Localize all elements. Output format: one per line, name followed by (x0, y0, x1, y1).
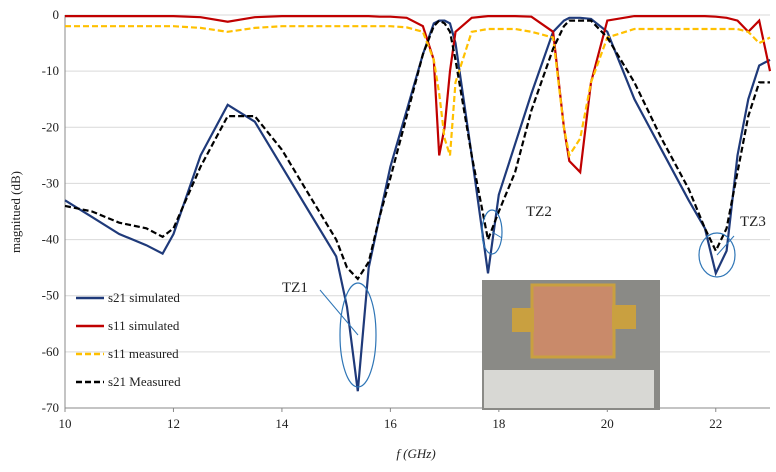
annotation-callout (698, 232, 736, 278)
x-tick-label: 16 (384, 416, 398, 431)
legend-label: s21 simulated (108, 290, 180, 305)
series-line (65, 25, 771, 159)
annotation: TZ3 (740, 214, 766, 230)
y-tick-label: -40 (42, 232, 59, 247)
y-tick-label: -10 (42, 63, 59, 78)
y-tick-label: -30 (42, 175, 59, 190)
y-tick-label: 0 (53, 7, 60, 22)
annotation-callout (481, 209, 503, 255)
x-tick-label: 10 (59, 416, 72, 431)
x-axis-label: f (GHz) (396, 446, 435, 461)
annotation: TZ2 (526, 204, 552, 220)
series-line (65, 15, 772, 175)
annotation-pointer (319, 289, 359, 336)
y-tick-label: -50 (42, 288, 59, 303)
x-tick-label: 14 (275, 416, 289, 431)
annotation-pointer (716, 235, 735, 256)
legend-label: s21 Measured (108, 374, 181, 389)
x-tick-label: 22 (709, 416, 722, 431)
annotation-callout (339, 282, 377, 388)
y-axis-label: magnitued (dB) (8, 171, 23, 253)
y-tick-label: -70 (42, 400, 59, 415)
annotation-pointer (491, 231, 503, 239)
legend-label: s11 simulated (108, 318, 180, 333)
device-photo (482, 280, 660, 410)
y-tick-label: -60 (42, 344, 59, 359)
y-tick-label: -20 (42, 119, 59, 134)
annotation: TZ1 (282, 280, 308, 296)
x-tick-label: 18 (492, 416, 505, 431)
x-tick-label: 12 (167, 416, 180, 431)
series-line (64, 16, 771, 392)
series-line (64, 19, 770, 281)
x-tick-label: 20 (601, 416, 614, 431)
legend-label: s11 measured (108, 346, 179, 361)
